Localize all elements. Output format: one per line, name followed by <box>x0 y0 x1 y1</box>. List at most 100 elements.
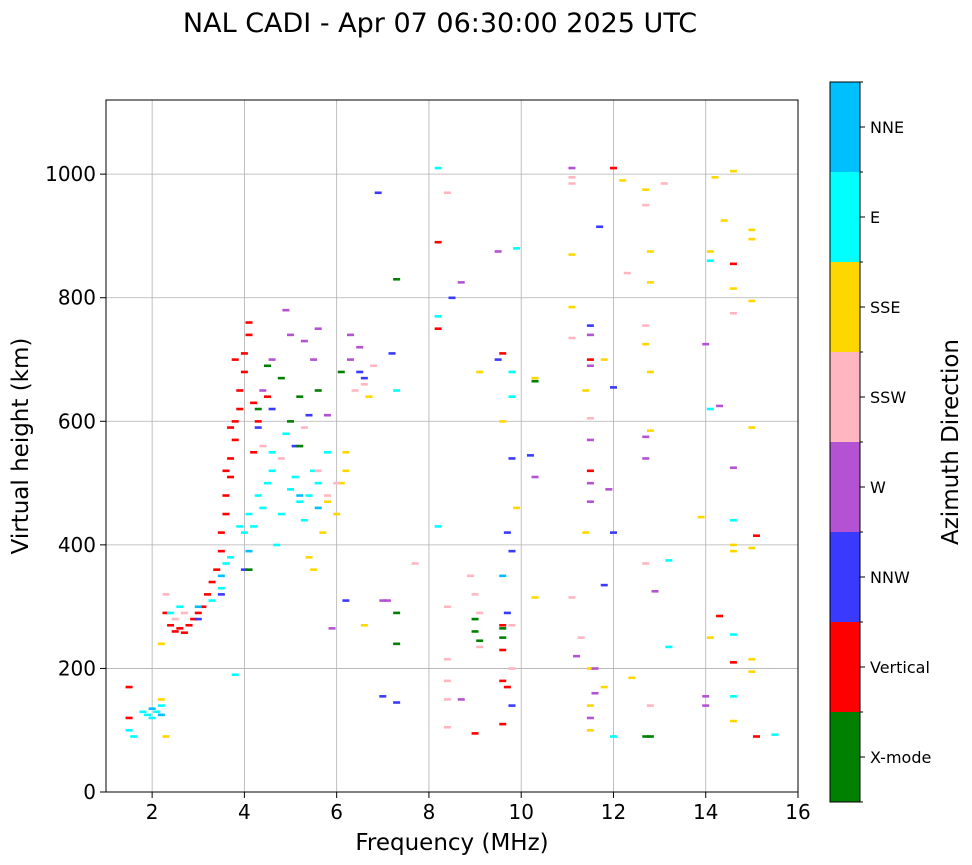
data-point <box>231 420 239 423</box>
data-point <box>167 623 175 627</box>
data-point <box>586 716 594 720</box>
data-point <box>646 250 654 253</box>
data-point <box>600 685 608 689</box>
data-point <box>282 308 290 312</box>
data-point <box>665 645 673 649</box>
data-point <box>646 704 654 707</box>
data-point <box>342 450 350 454</box>
data-point <box>720 219 728 222</box>
colorbar-label: X-mode <box>870 748 931 767</box>
data-point <box>729 262 737 266</box>
data-point <box>347 358 355 361</box>
data-point <box>157 713 165 717</box>
data-point <box>503 531 511 534</box>
data-point <box>748 546 756 550</box>
data-point <box>360 383 368 386</box>
data-point <box>660 182 668 185</box>
data-point <box>531 379 539 383</box>
data-point <box>374 191 382 195</box>
data-point <box>217 531 225 534</box>
data-point <box>194 611 202 615</box>
data-point <box>217 549 225 553</box>
y-tick-label: 400 <box>58 533 96 557</box>
x-axis-ticks: 2 4 6 8 10 12 14 16 <box>146 792 811 824</box>
colorbar-segment-e <box>830 172 860 262</box>
colorbar-border <box>829 81 861 803</box>
data-point <box>323 494 331 497</box>
data-point <box>716 404 724 408</box>
data-point <box>568 253 576 256</box>
data-point <box>268 407 276 411</box>
data-point <box>310 568 318 571</box>
data-point <box>503 685 511 689</box>
data-point <box>748 228 756 232</box>
data-point <box>305 494 313 497</box>
data-point <box>393 611 401 615</box>
data-point <box>586 469 594 473</box>
data-point <box>190 617 198 621</box>
data-point <box>167 611 175 615</box>
data-point <box>203 593 211 596</box>
data-point <box>240 352 248 355</box>
data-point <box>573 654 581 658</box>
data-point <box>314 481 322 485</box>
data-point <box>476 639 484 643</box>
data-point <box>287 420 295 423</box>
data-point <box>130 735 138 738</box>
data-point <box>245 568 253 571</box>
colorbar-segment-w <box>830 442 860 532</box>
data-point <box>254 494 262 497</box>
data-point <box>305 556 313 559</box>
data-point <box>180 611 188 615</box>
data-point <box>268 358 276 361</box>
data-point <box>153 710 161 714</box>
data-point <box>531 475 539 479</box>
data-point <box>499 722 507 726</box>
data-point <box>254 426 262 429</box>
data-point <box>499 420 507 423</box>
data-point <box>240 568 248 571</box>
data-point <box>236 407 244 411</box>
data-point <box>300 426 308 429</box>
data-point <box>748 237 756 241</box>
data-point <box>508 704 516 707</box>
data-point <box>305 413 313 417</box>
data-point <box>568 166 576 170</box>
data-point <box>222 494 230 497</box>
data-point <box>176 605 184 609</box>
data-point <box>263 364 271 368</box>
data-point <box>706 250 714 253</box>
data-point <box>314 327 322 331</box>
colorbar-label: E <box>870 208 880 227</box>
data-point <box>642 203 650 207</box>
data-point <box>471 593 479 596</box>
data-point <box>222 469 230 473</box>
data-point <box>323 413 331 417</box>
data-point <box>185 623 193 627</box>
data-point <box>227 457 235 460</box>
data-point <box>231 438 239 442</box>
data-point <box>642 457 650 460</box>
data-point <box>752 534 760 537</box>
data-point <box>729 633 737 636</box>
data-point <box>619 179 627 182</box>
data-point <box>370 364 378 368</box>
data-point <box>609 166 617 170</box>
series-nnw <box>194 191 617 707</box>
y-tick-label: 1000 <box>45 162 96 186</box>
data-point <box>716 614 724 618</box>
data-point <box>729 695 737 698</box>
y-tick-label: 600 <box>58 409 96 433</box>
data-point <box>217 593 225 596</box>
colorbar-label: W <box>870 478 886 497</box>
data-point <box>443 679 451 683</box>
data-point <box>748 299 756 303</box>
colorbar-segment-nne <box>830 82 860 172</box>
data-point <box>508 370 516 374</box>
data-point <box>476 611 484 615</box>
data-point <box>222 562 230 565</box>
data-point <box>457 281 465 284</box>
x-tick-label: 6 <box>330 800 343 824</box>
series-nne <box>148 494 507 717</box>
data-point <box>582 389 590 392</box>
